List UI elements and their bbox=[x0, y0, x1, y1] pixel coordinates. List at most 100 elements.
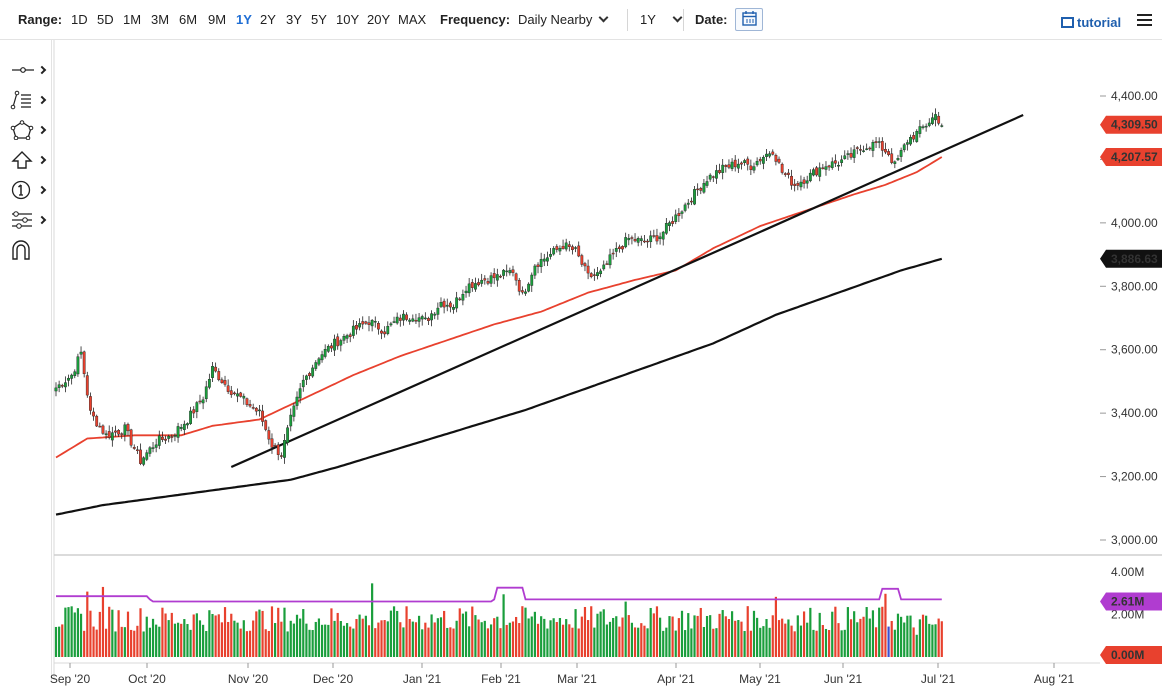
candle bbox=[467, 283, 471, 294]
range-button-10y[interactable]: 10Y bbox=[336, 12, 360, 27]
numbered-note-icon bbox=[11, 180, 31, 200]
indicators-tool[interactable] bbox=[10, 210, 48, 234]
candle bbox=[630, 237, 634, 239]
volume-bar bbox=[505, 624, 508, 657]
candle bbox=[242, 395, 246, 399]
volume-bar bbox=[474, 615, 477, 657]
x-tick-label: May '21 bbox=[739, 672, 781, 686]
candle bbox=[499, 275, 502, 278]
menu-icon[interactable] bbox=[1137, 14, 1152, 26]
range-button-3m[interactable]: 3M bbox=[151, 12, 170, 27]
calendar-button[interactable] bbox=[735, 8, 763, 31]
volume-bar bbox=[571, 627, 574, 657]
candle bbox=[142, 457, 146, 465]
candle bbox=[530, 274, 534, 286]
volume-bar bbox=[120, 626, 123, 657]
volume-bar bbox=[377, 622, 380, 657]
period-select[interactable]: 1Y bbox=[640, 12, 683, 27]
range-button-5y[interactable]: 5Y bbox=[311, 12, 327, 27]
volume-bar bbox=[796, 615, 799, 657]
volume-bar bbox=[98, 611, 101, 657]
candle bbox=[311, 367, 315, 377]
volume-bar bbox=[806, 622, 809, 657]
volume-bar bbox=[477, 619, 480, 657]
crosshair-tool[interactable] bbox=[10, 60, 48, 84]
candle bbox=[830, 161, 834, 168]
volume-bar bbox=[314, 621, 317, 657]
range-button-1y[interactable]: 1Y bbox=[236, 12, 252, 27]
candle bbox=[893, 161, 897, 164]
range-button-2y[interactable]: 2Y bbox=[260, 12, 276, 27]
candle bbox=[439, 302, 443, 307]
magnet-tool[interactable] bbox=[10, 240, 48, 264]
volume-bar bbox=[364, 615, 367, 657]
candle bbox=[574, 247, 577, 249]
volume-bar bbox=[139, 608, 142, 657]
candle bbox=[852, 149, 856, 158]
volume-bar bbox=[590, 606, 593, 657]
frequency-select[interactable]: Daily Nearby bbox=[518, 12, 609, 27]
volume-bar bbox=[176, 622, 180, 657]
range-button-max[interactable]: MAX bbox=[398, 12, 427, 27]
candle bbox=[254, 407, 258, 412]
shapes-tool[interactable] bbox=[10, 120, 48, 144]
volume-bar bbox=[502, 594, 505, 657]
volume-bar bbox=[878, 607, 881, 657]
candle bbox=[364, 321, 368, 324]
arrows-tool[interactable] bbox=[10, 150, 48, 174]
annotation-tool[interactable] bbox=[10, 180, 48, 204]
volume-bar bbox=[421, 629, 424, 657]
candle bbox=[389, 323, 393, 326]
candle bbox=[298, 388, 302, 399]
volume-bar bbox=[693, 615, 696, 657]
candle bbox=[248, 404, 252, 407]
candle bbox=[179, 427, 183, 429]
candle bbox=[702, 183, 706, 193]
candle bbox=[186, 423, 189, 426]
volume-bar bbox=[180, 623, 183, 657]
range-button-5d[interactable]: 5D bbox=[97, 12, 114, 27]
range-button-20y[interactable]: 20Y bbox=[367, 12, 391, 27]
candle bbox=[276, 444, 280, 455]
volume-bar bbox=[561, 624, 565, 657]
volume-bar bbox=[493, 618, 496, 657]
volume-bar bbox=[345, 623, 349, 657]
candle bbox=[420, 316, 424, 320]
candle bbox=[458, 298, 462, 301]
candle bbox=[524, 291, 527, 294]
candle bbox=[273, 445, 277, 447]
tutorial-link[interactable]: tutorial bbox=[1061, 15, 1121, 30]
candle bbox=[668, 222, 671, 226]
volume-bar bbox=[740, 621, 743, 657]
candle bbox=[261, 410, 264, 422]
candle bbox=[317, 358, 321, 365]
candle bbox=[239, 392, 243, 397]
volume-bar bbox=[342, 625, 346, 657]
volume-bar bbox=[189, 629, 192, 657]
range-button-9m[interactable]: 9M bbox=[208, 12, 227, 27]
candle bbox=[492, 273, 496, 279]
volume-bar bbox=[483, 620, 486, 657]
volume-bar bbox=[227, 621, 230, 657]
candle bbox=[392, 321, 396, 323]
volume-bar bbox=[737, 619, 740, 657]
volume-bar bbox=[818, 612, 821, 657]
fibonacci-tool[interactable] bbox=[10, 90, 48, 114]
candle bbox=[376, 323, 380, 330]
volume-bar bbox=[286, 631, 289, 657]
range-button-3y[interactable]: 3Y bbox=[286, 12, 302, 27]
candle bbox=[924, 125, 928, 128]
volume-bar bbox=[543, 618, 546, 657]
volume-bar bbox=[308, 629, 311, 657]
candle bbox=[583, 263, 587, 267]
candle bbox=[417, 317, 421, 322]
range-button-1m[interactable]: 1M bbox=[123, 12, 142, 27]
candle bbox=[921, 126, 925, 128]
range-button-6m[interactable]: 6M bbox=[179, 12, 198, 27]
range-button-1d[interactable]: 1D bbox=[71, 12, 88, 27]
volume-tag bbox=[1100, 592, 1162, 611]
candle bbox=[843, 155, 847, 159]
volume-bar bbox=[104, 628, 108, 657]
candle bbox=[92, 411, 95, 417]
